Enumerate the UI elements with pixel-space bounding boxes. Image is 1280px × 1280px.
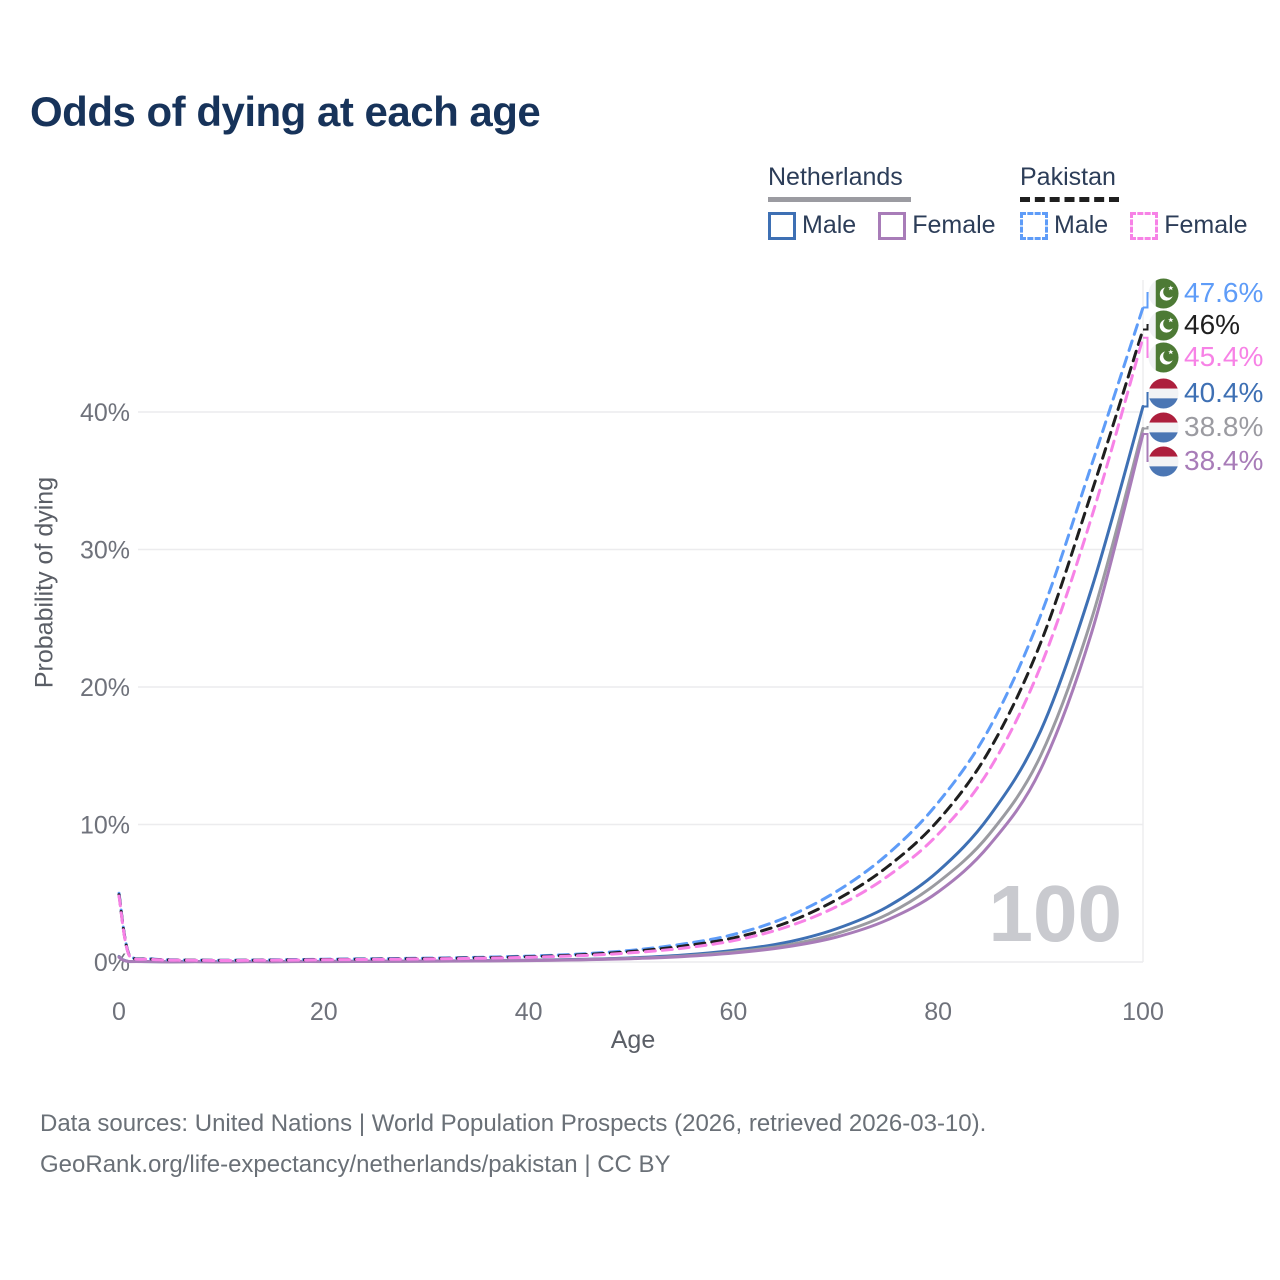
- end-value-pakistan-male: 47.6%: [1184, 277, 1264, 308]
- legend-group-netherlands: Netherlands Male Female: [768, 163, 1018, 240]
- end-label-pakistan-female: 45.4%: [1148, 341, 1263, 373]
- pakistan-flag-icon: [1148, 309, 1179, 341]
- legend-pakistan-male-swatch[interactable]: [1020, 211, 1048, 240]
- legend-netherlands-male-swatch[interactable]: [768, 211, 796, 240]
- legend-netherlands-female-swatch[interactable]: [878, 211, 907, 240]
- y-tick-0pct: 0%: [94, 949, 130, 977]
- data-sources-text: Data sources: United Nations | World Pop…: [40, 1110, 987, 1137]
- end-label-netherlands: 38.8%: [1148, 411, 1263, 443]
- x-tick-40: 40: [515, 998, 543, 1026]
- series-line-pakistan-male: [117, 306, 1145, 962]
- legend-pakistan-label[interactable]: Pakistan: [1020, 163, 1116, 191]
- attribution-text: GeoRank.org/life-expectancy/netherlands/…: [40, 1151, 671, 1178]
- y-tick-30pct: 30%: [80, 537, 130, 565]
- page-title: Odds of dying at each age: [30, 88, 541, 135]
- legend-pakistan-female-label[interactable]: Female: [1164, 211, 1248, 239]
- end-value-pakistan-female: 45.4%: [1184, 341, 1264, 372]
- x-axis-title: Age: [610, 1026, 656, 1054]
- end-label-netherlands-male: 40.4%: [1148, 377, 1263, 409]
- series-line-pakistan-female: [117, 336, 1145, 962]
- legend-pakistan-male-label[interactable]: Male: [1054, 211, 1109, 239]
- y-tick-10pct: 10%: [80, 812, 130, 840]
- x-tick-20: 20: [310, 998, 338, 1026]
- series-line-pakistan: [117, 328, 1145, 962]
- watermark-100: 100: [989, 869, 1122, 958]
- end-value-netherlands: 38.8%: [1184, 411, 1264, 442]
- y-tick-40pct: 40%: [80, 399, 130, 427]
- end-label-netherlands-female: 38.4%: [1148, 445, 1263, 477]
- y-tick-20pct: 20%: [80, 674, 130, 702]
- end-value-netherlands-male: 40.4%: [1184, 377, 1264, 408]
- x-tick-80: 80: [924, 998, 952, 1026]
- x-tick-60: 60: [719, 998, 747, 1026]
- pakistan-flag-icon: [1148, 341, 1179, 373]
- legend-netherlands-male-label[interactable]: Male: [802, 211, 857, 239]
- pakistan-line-swatch[interactable]: [1020, 197, 1119, 202]
- legend-netherlands-label[interactable]: Netherlands: [768, 163, 903, 191]
- netherlands-flag-icon: [1148, 445, 1179, 477]
- legend-group-pakistan: Pakistan Male Female: [1020, 163, 1270, 240]
- legend-netherlands-female-label[interactable]: Female: [912, 211, 996, 239]
- x-tick-100: 100: [1122, 998, 1164, 1026]
- pakistan-flag-icon: [1148, 277, 1179, 309]
- netherlands-flag-icon: [1148, 411, 1179, 443]
- end-value-pakistan: 46%: [1184, 309, 1241, 340]
- netherlands-line-swatch[interactable]: [768, 197, 911, 202]
- legend-pakistan-female-swatch[interactable]: [1130, 211, 1159, 240]
- end-label-pakistan: 46%: [1148, 309, 1240, 341]
- end-label-pakistan-male: 47.6%: [1148, 277, 1263, 309]
- x-tick-0: 0: [112, 998, 126, 1026]
- netherlands-flag-icon: [1148, 377, 1179, 409]
- end-value-netherlands-female: 38.4%: [1184, 445, 1264, 476]
